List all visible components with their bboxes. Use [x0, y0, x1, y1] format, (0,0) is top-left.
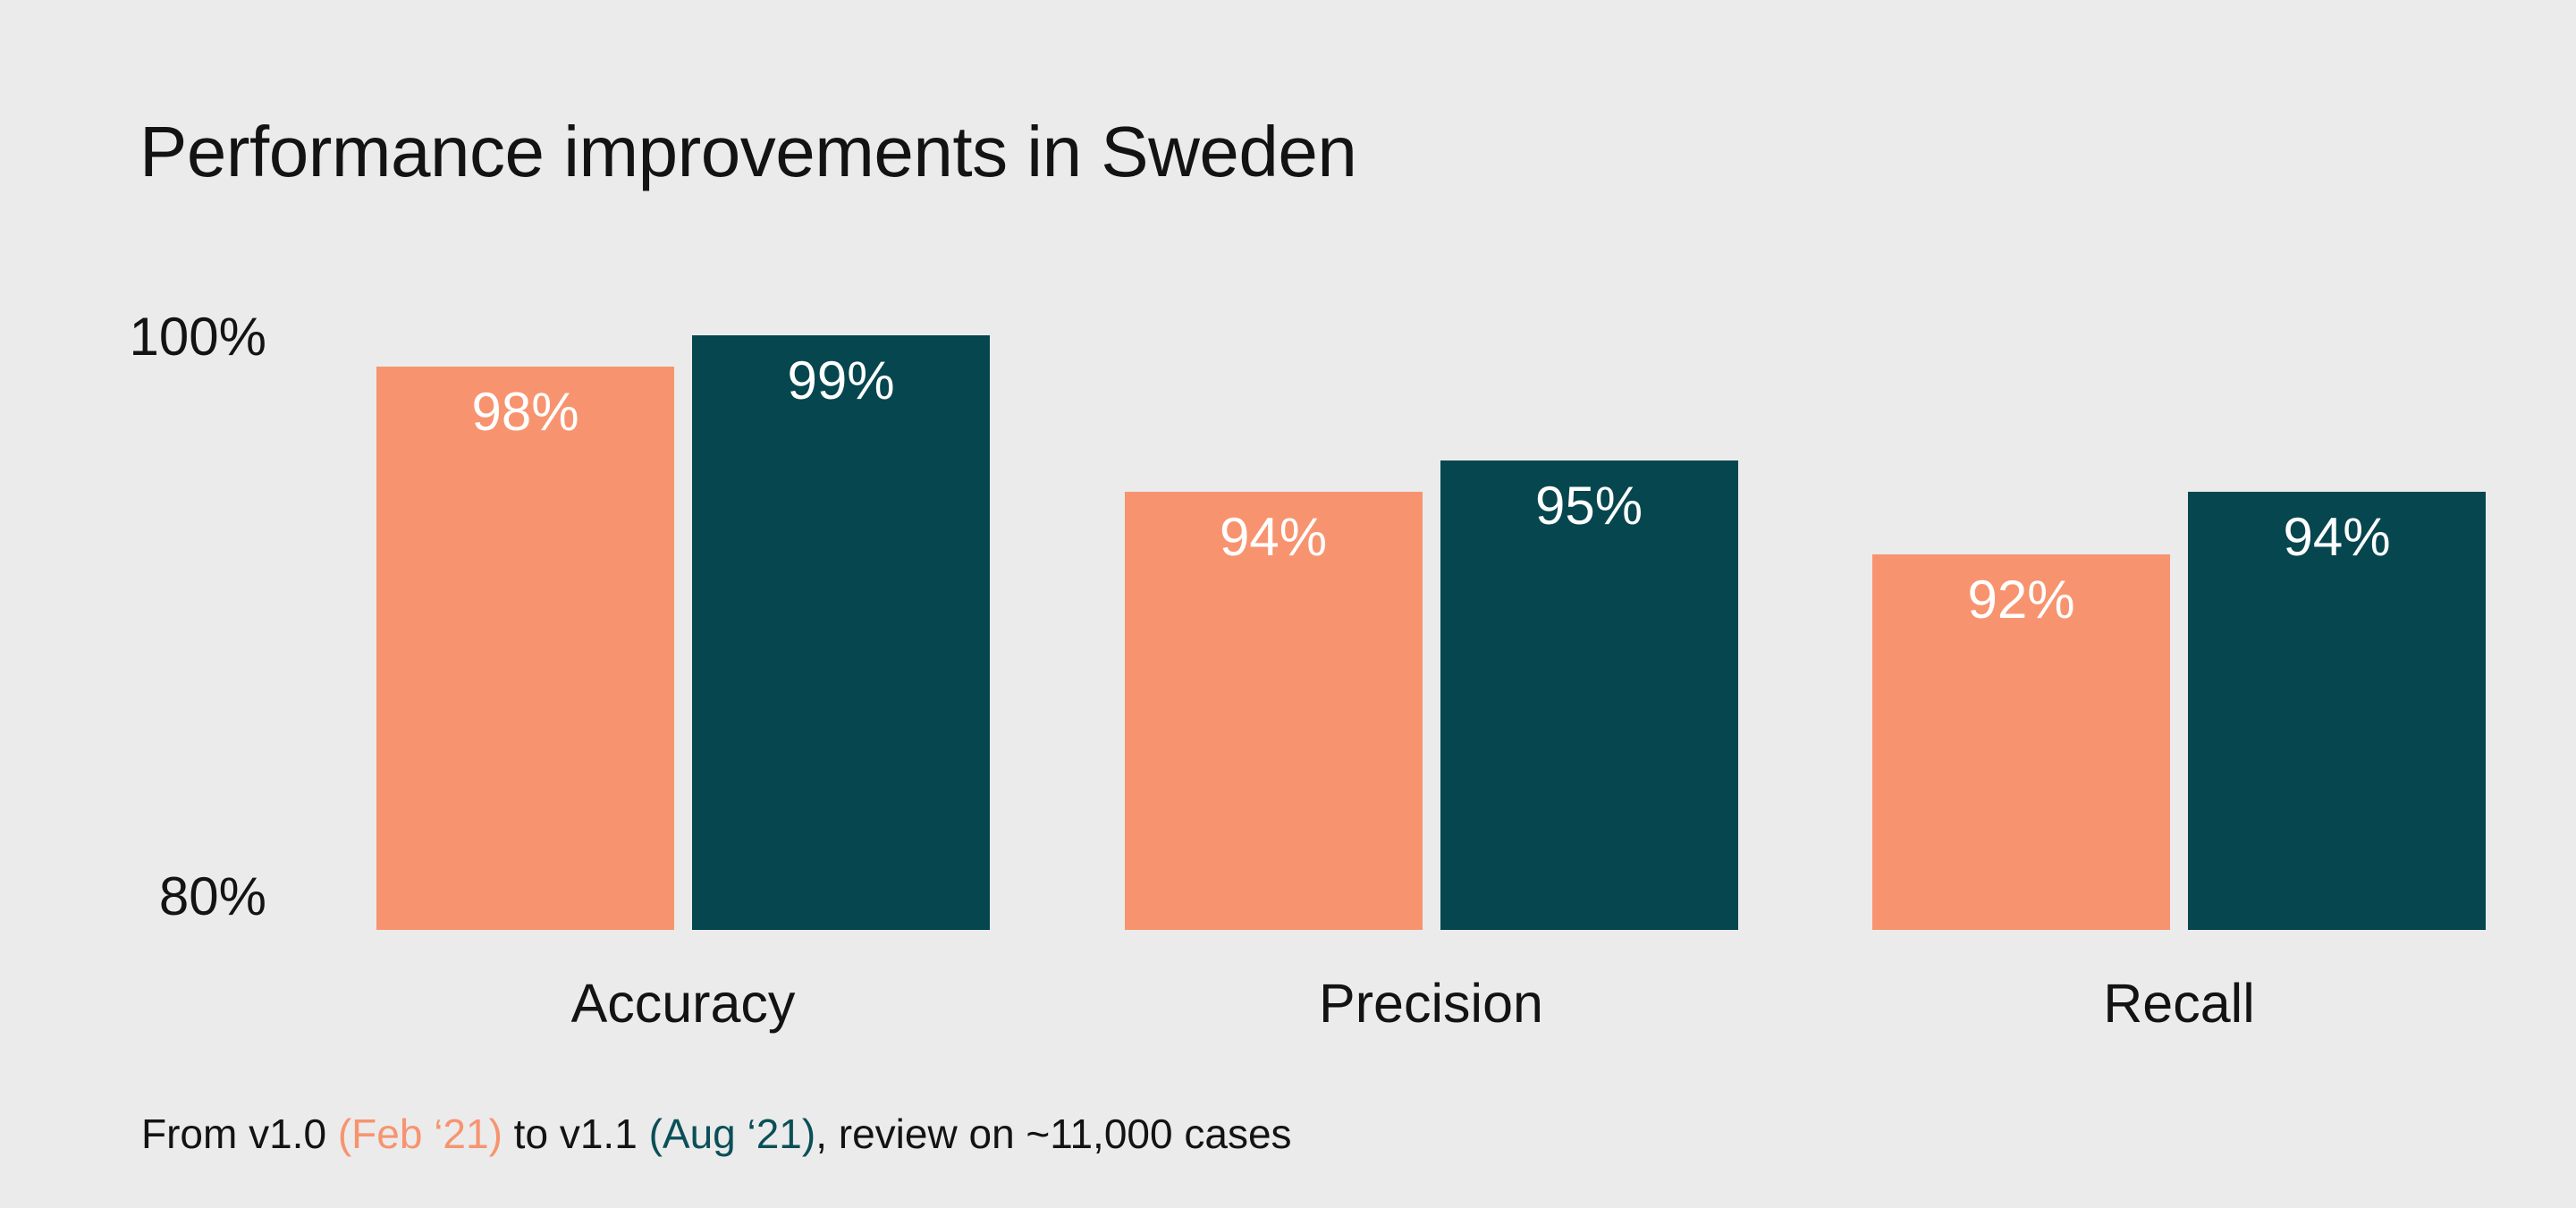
category-label-accuracy: Accuracy [570, 973, 796, 1034]
bar-value-label: 99% [787, 351, 895, 410]
bar-v1-0-recall: 92% [1872, 554, 2170, 930]
footnote-segment: (Aug ‘21) [648, 1111, 816, 1157]
bar-v1-1-precision: 95% [1440, 460, 1738, 930]
y-axis-label-100: 100% [129, 307, 266, 367]
bar-value-label: 95% [1534, 476, 1643, 536]
footnote-segment: (Feb ‘21) [337, 1111, 503, 1157]
bar-group-recall: 92% 94% Recall [1872, 304, 2486, 1031]
y-axis-label-80: 80% [158, 866, 266, 926]
bar-v1-0-precision: 94% [1124, 492, 1423, 930]
bar-v1-0-accuracy: 98% [376, 367, 674, 930]
bar-value-label: 98% [471, 382, 579, 442]
bar-v1-1-accuracy: 99% [692, 335, 990, 930]
footnote-segment: From v1.0 [141, 1111, 338, 1157]
footnote-segment: to v1.1 [502, 1111, 649, 1157]
category-label-recall: Recall [2103, 973, 2255, 1034]
chart-title: Performance improvements in Sweden [139, 112, 1357, 191]
bar-group-accuracy: 98% 99% Accuracy [376, 304, 990, 1031]
bar-value-label: 94% [1219, 507, 1328, 567]
bar-v1-1-recall: 94% [2188, 492, 2486, 930]
bar-chart-plot-area: 98% 99% Accuracy 94% 95% Precision 92% 94% Recal… [376, 304, 2486, 1031]
footnote-segment: , review on ~11,000 cases [815, 1111, 1292, 1157]
footnote: From v1.0 (Feb ‘21) to v1.1 (Aug ‘21), r… [141, 1109, 1292, 1161]
bar-value-label: 92% [1967, 570, 2075, 629]
category-label-precision: Precision [1319, 973, 1543, 1034]
bar-group-precision: 94% 95% Precision [1124, 304, 1738, 1031]
bar-value-label: 94% [2283, 507, 2391, 567]
